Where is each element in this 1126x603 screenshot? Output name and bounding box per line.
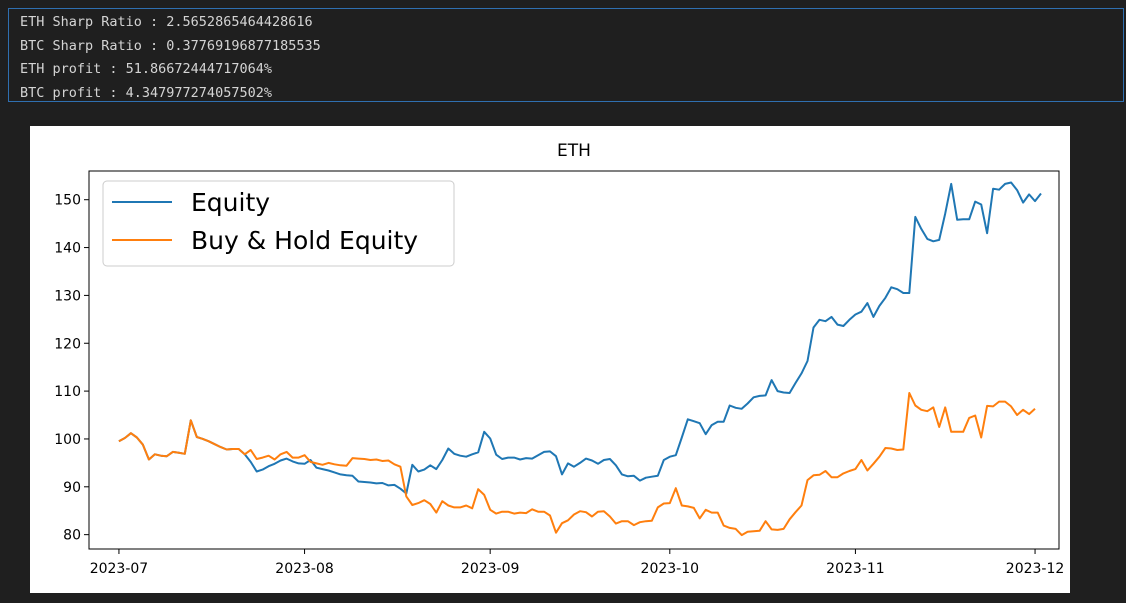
x-tick-label: 2023-07: [90, 561, 149, 577]
x-tick-label: 2023-09: [461, 561, 520, 577]
btc-profit-line: BTC profit : 4.347977274057502%: [20, 84, 272, 101]
cell-output-text: ETH Sharp Ratio : 2.5652865464428616 BTC…: [8, 8, 1124, 102]
btc-sharpe-line: BTC Sharp Ratio : 0.37769196877185535: [20, 37, 321, 54]
legend-box: [102, 180, 455, 267]
y-tick-label: 90: [63, 480, 81, 496]
y-tick-label: 80: [63, 528, 81, 544]
x-tick-label: 2023-10: [641, 561, 700, 577]
x-tick-label: 2023-12: [1006, 561, 1065, 577]
x-tick-label: 2023-11: [826, 561, 885, 577]
x-tick-label: 2023-08: [275, 561, 334, 577]
legend-label-buy-hold: Buy & Hold Equity: [191, 226, 418, 255]
y-tick-label: 140: [54, 241, 81, 257]
series-line-buy-hold: [118, 392, 1036, 537]
eth-profit-line: ETH profit : 51.86672444717064%: [20, 61, 272, 77]
plot-frame: [88, 170, 1060, 550]
y-tick-label: 150: [54, 193, 81, 209]
equity-chart: ETH 80 90 100 110 120 130 140 150 2023-07 2023-08 2…: [54, 141, 1065, 577]
chart-figure: ETH 80 90 100 110 120 130 140 150 2023-07 2023-08 2…: [30, 126, 1070, 593]
chart-title: ETH: [557, 141, 591, 161]
legend-label-equity: Equity: [191, 188, 270, 217]
y-tick-label: 110: [54, 384, 81, 400]
y-tick-label: 130: [54, 288, 81, 304]
series-line-equity: [118, 181, 1042, 495]
y-tick-label: 120: [54, 336, 81, 352]
y-tick-label: 100: [54, 432, 81, 448]
eth-sharpe-line: ETH Sharp Ratio : 2.5652865464428616: [20, 14, 313, 30]
